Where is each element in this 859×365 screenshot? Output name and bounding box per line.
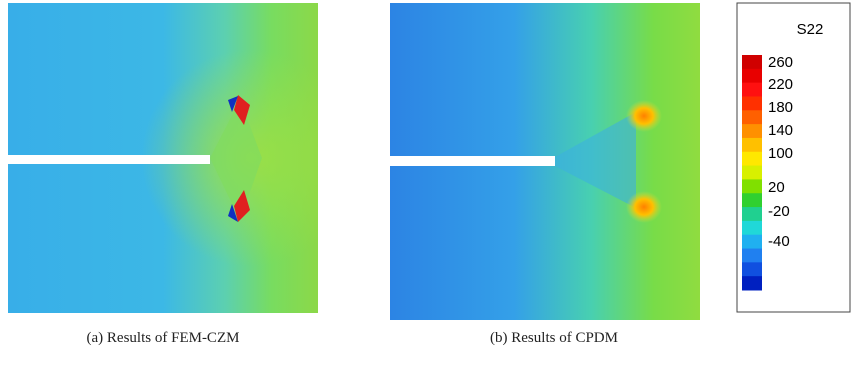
color-band (742, 220, 762, 236)
color-band (742, 124, 762, 139)
legend-label: 100 (768, 145, 793, 162)
color-band (742, 82, 762, 97)
color-band (742, 193, 762, 208)
panel-a: (a) Results of FEM-CZM (8, 3, 318, 346)
legend: S22 260 220 180 140 100 20 -20 -40 (736, 2, 851, 313)
panel-b: (b) Results of CPDM (390, 3, 700, 346)
legend-label: 180 (768, 99, 793, 116)
legend-label: 220 (768, 76, 793, 93)
color-band (742, 151, 762, 167)
caption: (a) Results of FEM-CZM (87, 330, 240, 346)
legend-label: -20 (768, 203, 790, 220)
legend-label: 20 (768, 179, 785, 196)
legend-label: 260 (768, 54, 793, 71)
color-band (742, 276, 762, 291)
color-band (742, 96, 762, 111)
color-band (742, 179, 762, 194)
color-band (742, 55, 762, 70)
color-band (742, 262, 762, 277)
caption: (b) Results of CPDM (490, 330, 618, 346)
legend-label: -40 (768, 233, 790, 250)
color-band (742, 248, 762, 263)
color-band (742, 68, 762, 84)
color-band (742, 110, 762, 125)
legend-title: S22 (797, 21, 824, 38)
legend-label: 140 (768, 122, 793, 139)
color-band (742, 207, 762, 222)
color-band (742, 165, 762, 180)
color-band (742, 234, 762, 250)
color-band (742, 137, 762, 153)
